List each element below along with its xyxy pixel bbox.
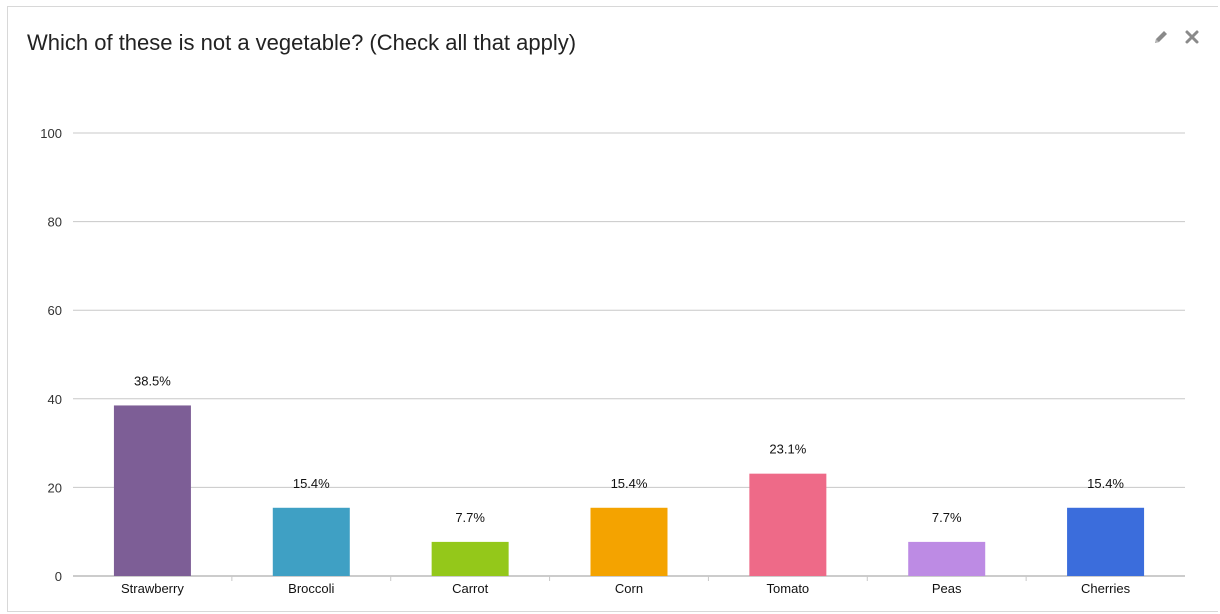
x-tick-label: Cherries <box>1081 581 1131 596</box>
bar <box>908 541 986 576</box>
y-tick-label: 80 <box>48 215 62 230</box>
data-label: 15.4% <box>293 476 330 491</box>
y-tick-label: 40 <box>48 392 62 407</box>
x-tick-label: Carrot <box>452 581 489 596</box>
data-label: 15.4% <box>611 476 648 491</box>
y-tick-label: 60 <box>48 303 62 318</box>
bar <box>272 507 350 576</box>
chart-title: Which of these is not a vegetable? (Chec… <box>27 30 577 55</box>
data-label: 7.7% <box>932 510 962 525</box>
x-tick-label: Tomato <box>767 581 810 596</box>
bar <box>590 507 668 576</box>
data-label: 38.5% <box>134 373 171 388</box>
y-tick-label: 20 <box>48 480 62 495</box>
data-label: 15.4% <box>1087 476 1124 491</box>
card-actions <box>1152 28 1200 51</box>
x-tick-label: Broccoli <box>288 581 334 596</box>
bar <box>749 473 827 576</box>
x-tick-label: Peas <box>932 581 962 596</box>
x-tick-label: Corn <box>615 581 643 596</box>
data-label: 7.7% <box>455 510 485 525</box>
pencil-icon[interactable] <box>1152 28 1170 51</box>
bar <box>1067 507 1145 576</box>
bar <box>431 541 509 576</box>
close-icon[interactable] <box>1184 29 1200 50</box>
y-tick-label: 0 <box>55 569 62 584</box>
y-tick-label: 100 <box>40 126 62 141</box>
data-label: 23.1% <box>769 442 806 457</box>
bar <box>113 405 191 576</box>
x-tick-label: Strawberry <box>121 581 184 596</box>
